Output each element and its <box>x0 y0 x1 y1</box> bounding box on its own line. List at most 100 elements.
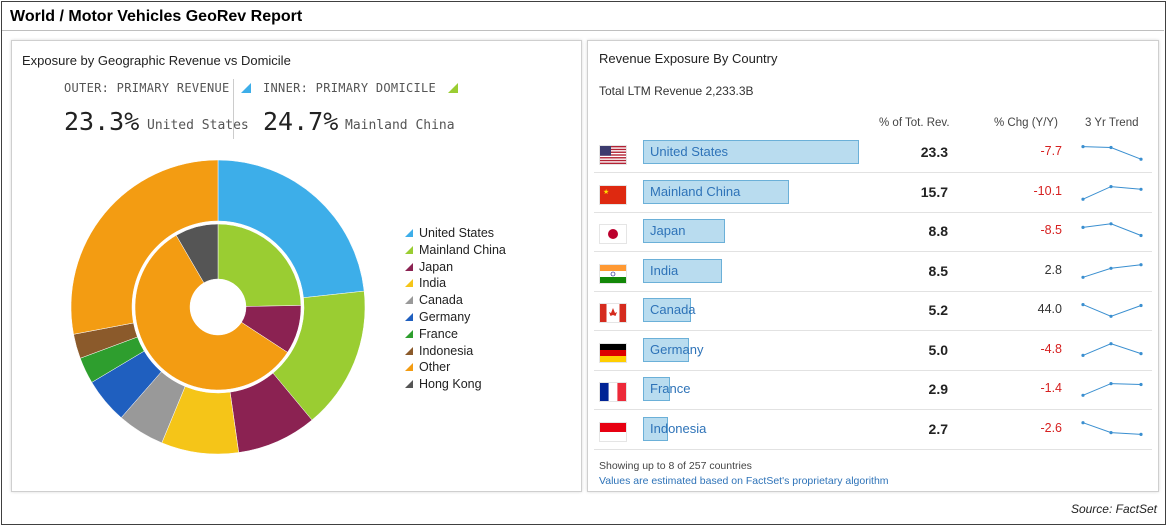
country-link-japan[interactable]: Japan <box>650 223 686 238</box>
legend-marker-icon <box>405 363 413 372</box>
legend-marker-icon <box>405 346 413 355</box>
outer-slice-united-states[interactable] <box>217 159 365 298</box>
legend-marker-icon <box>405 279 413 288</box>
legend-item-united-states[interactable]: United States <box>405 225 494 242</box>
table-row[interactable]: Germany 5.0 -4.8 <box>594 331 1152 371</box>
trend-line <box>1082 263 1142 278</box>
pct-of-revenue: 5.2 <box>928 302 948 318</box>
trend-point <box>1109 222 1113 226</box>
table-row[interactable]: Japan 8.8 -8.5 <box>594 212 1152 252</box>
country-link-mainland-china[interactable]: Mainland China <box>650 183 741 199</box>
methodology-link[interactable]: Values are estimated based on FactSet's … <box>599 475 889 487</box>
legend-item-japan[interactable]: Japan <box>405 259 453 276</box>
legend-item-other[interactable]: Other <box>405 359 450 376</box>
table-row[interactable]: France 2.9 -1.4 <box>594 370 1152 410</box>
revenue-bar-united-states <box>643 140 859 164</box>
inner-caption-text: INNER: PRIMARY DOMICILE <box>263 81 437 95</box>
trend-point <box>1139 432 1143 436</box>
trend-point <box>1081 275 1085 279</box>
report-title: World / Motor Vehicles GeoRev Report <box>10 8 303 25</box>
footnote: Showing up to 8 of 257 countries <box>599 460 752 472</box>
trend-sparkline <box>1081 262 1143 279</box>
flag-france-icon <box>599 382 627 402</box>
country-link-india[interactable]: India <box>650 262 679 278</box>
trend-point <box>1081 145 1085 149</box>
trend-point <box>1109 184 1113 188</box>
svg-text:★: ★ <box>603 188 609 196</box>
pct-change: -4.8 <box>1040 341 1062 356</box>
legend-label: Mainland China <box>419 242 506 257</box>
revenue-bar-india <box>643 258 722 283</box>
legend-item-germany[interactable]: Germany <box>405 309 470 326</box>
trend-point <box>1081 197 1085 201</box>
outer-slice-other[interactable] <box>70 159 219 335</box>
legend-marker-icon <box>405 313 413 321</box>
country-link-france[interactable]: France <box>650 381 691 396</box>
legend-marker-icon <box>405 329 413 338</box>
inner-value: 24.7% <box>263 107 339 136</box>
inner-caption: INNER: PRIMARY DOMICILE <box>263 81 458 95</box>
trend-point <box>1139 303 1143 308</box>
legend-item-mainland-china[interactable]: Mainland China <box>405 242 506 259</box>
legend-item-canada[interactable]: Canada <box>405 292 463 309</box>
pct-of-revenue: 2.7 <box>928 420 948 437</box>
flag-united-states-icon <box>599 145 627 165</box>
revenue-bar-france <box>643 377 670 401</box>
trend-sparkline <box>1081 420 1143 436</box>
title-divider <box>2 30 1164 31</box>
inner-slice-other[interactable] <box>134 234 288 391</box>
legend-label: Germany <box>419 310 471 324</box>
trend-point <box>1109 314 1113 318</box>
trend-point <box>1139 262 1143 266</box>
trend-sparkline <box>1081 303 1143 318</box>
table-row[interactable]: ★ Mainland China 15.7 -10.1 <box>594 173 1152 213</box>
table-row[interactable]: India 8.5 2.8 <box>594 252 1152 292</box>
outer-caption-text: OUTER: PRIMARY REVENUE <box>64 81 230 95</box>
legend-label: United States <box>419 226 495 240</box>
legend-label: Indonesia <box>419 343 474 358</box>
trend-line <box>1082 342 1142 356</box>
flag-germany-icon <box>599 342 627 363</box>
flag-japan-icon <box>599 224 627 244</box>
outer-swatch-icon <box>241 83 252 93</box>
trend-point <box>1139 187 1143 191</box>
inner-slice-hong-kong[interactable] <box>175 223 219 284</box>
country-link-canada[interactable]: Canada <box>650 302 696 317</box>
legend-label: Canada <box>419 293 463 308</box>
table-row[interactable]: Canada 5.2 44.0 <box>594 291 1152 331</box>
header-chg: % Chg (Y/Y) <box>994 117 1058 129</box>
legend-item-france[interactable]: France <box>405 326 458 343</box>
header-trend: 3 Yr Trend <box>1085 117 1139 129</box>
country-link-germany[interactable]: Germany <box>650 341 704 357</box>
pct-change: -2.6 <box>1040 420 1062 435</box>
trend-sparkline <box>1081 222 1143 238</box>
inner-slice-mainland-china[interactable] <box>217 223 302 307</box>
legend-marker-icon <box>405 262 413 271</box>
header-pct: % of Tot. Rev. <box>879 117 950 129</box>
pct-change: -7.7 <box>1040 144 1062 158</box>
legend-item-hong-kong[interactable]: Hong Kong <box>405 376 482 393</box>
pct-of-revenue: 5.0 <box>928 341 948 358</box>
country-link-indonesia[interactable]: Indonesia <box>650 420 707 436</box>
legend-label: India <box>419 276 447 291</box>
legend-label: France <box>419 326 458 341</box>
legend-marker-icon <box>405 296 413 305</box>
legend-item-india[interactable]: India <box>405 275 446 292</box>
table-row[interactable]: United States 23.3 -7.7 <box>594 133 1152 173</box>
trend-point <box>1109 266 1113 270</box>
pct-of-revenue: 23.3 <box>920 144 948 160</box>
right-panel-title: Revenue Exposure By Country <box>599 51 778 66</box>
left-panel-title: Exposure by Geographic Revenue vs Domici… <box>22 53 291 68</box>
table-row[interactable]: Indonesia 2.7 -2.6 <box>594 410 1152 450</box>
geographic-exposure-panel: Exposure by Geographic Revenue vs Domici… <box>11 40 582 492</box>
legend-marker-icon <box>405 245 413 254</box>
revenue-bar-canada <box>643 298 692 322</box>
total-revenue: Total LTM Revenue 2,233.3B <box>599 84 754 98</box>
legend-label: Hong Kong <box>419 377 482 392</box>
trend-point <box>1109 430 1113 434</box>
legend-item-indonesia[interactable]: Indonesia <box>405 343 473 360</box>
trend-sparkline <box>1081 382 1143 397</box>
trend-sparkline <box>1081 341 1143 357</box>
country-link-united-states[interactable]: United States <box>650 144 729 159</box>
inner-country: Mainland China <box>345 118 455 133</box>
